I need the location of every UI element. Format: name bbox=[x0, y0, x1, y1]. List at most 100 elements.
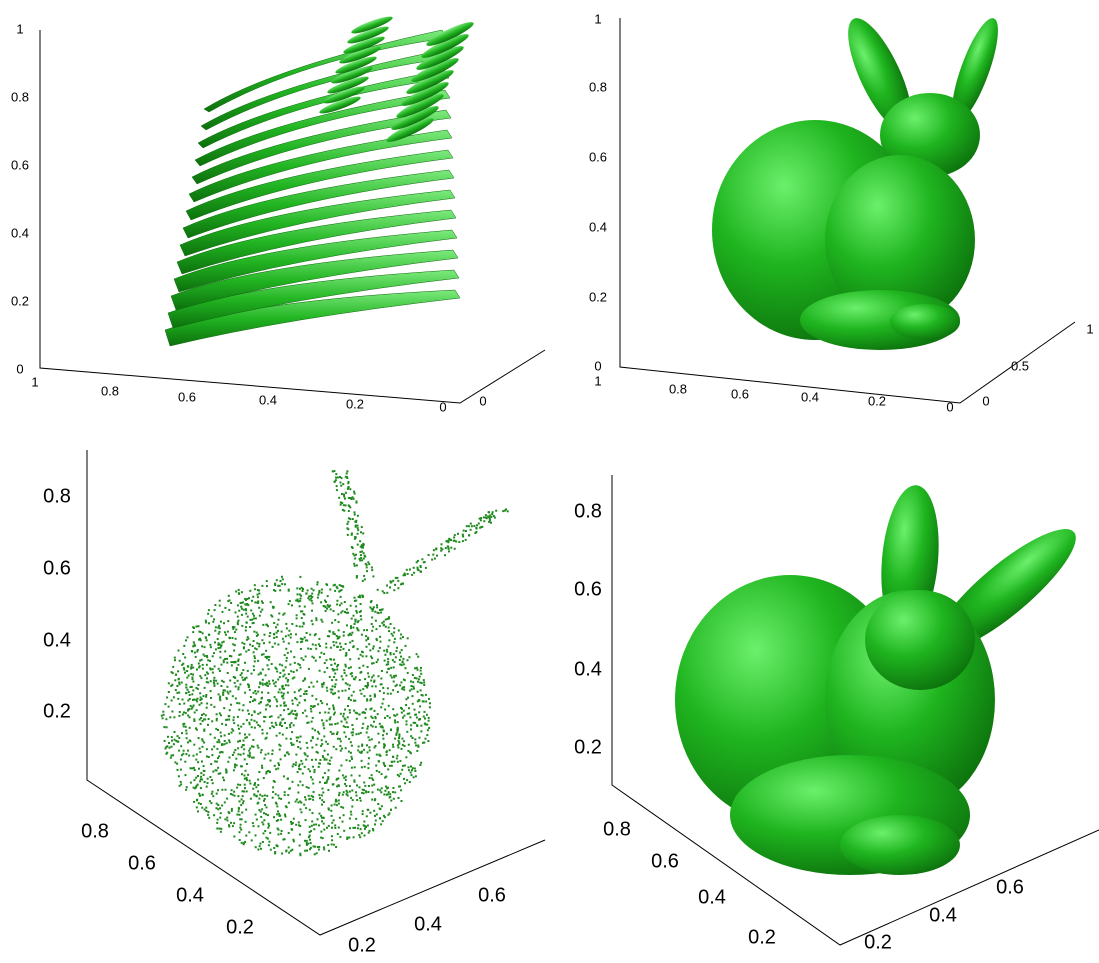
point bbox=[352, 826, 355, 829]
point bbox=[297, 662, 300, 665]
point bbox=[279, 714, 282, 717]
point bbox=[346, 794, 349, 797]
point bbox=[273, 764, 276, 767]
point bbox=[385, 750, 388, 753]
point bbox=[413, 677, 416, 679]
point bbox=[277, 716, 280, 719]
point bbox=[361, 579, 364, 582]
point bbox=[187, 699, 190, 702]
point bbox=[253, 614, 255, 617]
point bbox=[383, 763, 386, 766]
point bbox=[199, 780, 202, 783]
point bbox=[368, 746, 371, 749]
point bbox=[347, 486, 350, 488]
point bbox=[318, 591, 321, 594]
point bbox=[220, 750, 223, 753]
point bbox=[409, 752, 412, 755]
point bbox=[227, 594, 230, 597]
point bbox=[327, 808, 330, 811]
point bbox=[247, 604, 250, 607]
point bbox=[302, 621, 305, 624]
point bbox=[307, 836, 310, 839]
point bbox=[346, 487, 349, 490]
point bbox=[386, 787, 389, 790]
point bbox=[250, 609, 253, 612]
point bbox=[273, 636, 276, 639]
point bbox=[355, 791, 357, 794]
point bbox=[353, 678, 356, 681]
point bbox=[352, 699, 355, 702]
point bbox=[399, 772, 402, 775]
point bbox=[283, 794, 286, 797]
point bbox=[218, 624, 221, 627]
point bbox=[355, 717, 358, 720]
point bbox=[213, 705, 216, 708]
point bbox=[185, 639, 187, 642]
point bbox=[278, 797, 281, 800]
point bbox=[218, 755, 221, 758]
point bbox=[201, 667, 204, 670]
slice bbox=[339, 46, 381, 64]
point bbox=[318, 824, 320, 827]
point bbox=[367, 762, 370, 765]
point bbox=[296, 704, 299, 707]
point bbox=[295, 736, 298, 739]
point bbox=[237, 806, 240, 809]
point bbox=[345, 674, 348, 677]
point bbox=[316, 818, 319, 821]
point bbox=[340, 675, 343, 678]
point bbox=[423, 710, 426, 713]
point bbox=[272, 726, 275, 729]
point bbox=[359, 615, 362, 617]
point bbox=[325, 719, 328, 722]
point bbox=[332, 632, 335, 635]
point bbox=[321, 719, 324, 722]
point bbox=[420, 730, 423, 733]
point bbox=[288, 851, 291, 854]
point bbox=[393, 760, 396, 763]
point bbox=[285, 849, 288, 852]
point bbox=[395, 733, 398, 736]
point bbox=[380, 787, 383, 790]
point bbox=[339, 503, 342, 506]
point bbox=[393, 641, 396, 644]
point bbox=[216, 827, 219, 830]
point bbox=[359, 799, 362, 802]
point bbox=[343, 829, 346, 832]
point bbox=[167, 705, 170, 708]
point bbox=[295, 753, 298, 756]
point bbox=[424, 717, 426, 720]
point bbox=[332, 745, 335, 748]
point bbox=[382, 620, 385, 623]
point bbox=[376, 713, 379, 716]
point bbox=[281, 664, 284, 667]
point bbox=[311, 820, 314, 823]
point bbox=[199, 787, 202, 790]
point bbox=[322, 822, 325, 825]
point bbox=[267, 770, 270, 772]
point bbox=[273, 632, 276, 635]
point bbox=[319, 797, 321, 800]
point bbox=[242, 843, 245, 846]
point bbox=[262, 653, 265, 656]
point bbox=[237, 604, 239, 607]
point bbox=[350, 755, 353, 758]
point bbox=[416, 725, 419, 727]
slice bbox=[170, 249, 459, 311]
point bbox=[193, 644, 196, 647]
point bbox=[325, 686, 328, 689]
point bbox=[342, 631, 345, 634]
point bbox=[204, 636, 207, 639]
point bbox=[356, 514, 359, 517]
point bbox=[337, 690, 340, 693]
point bbox=[364, 685, 367, 688]
point bbox=[340, 645, 343, 648]
point bbox=[355, 599, 358, 602]
point bbox=[228, 599, 231, 602]
point bbox=[202, 773, 205, 776]
point bbox=[227, 692, 230, 695]
point bbox=[384, 618, 387, 621]
point bbox=[396, 760, 399, 763]
point bbox=[387, 663, 390, 666]
point bbox=[281, 718, 284, 721]
